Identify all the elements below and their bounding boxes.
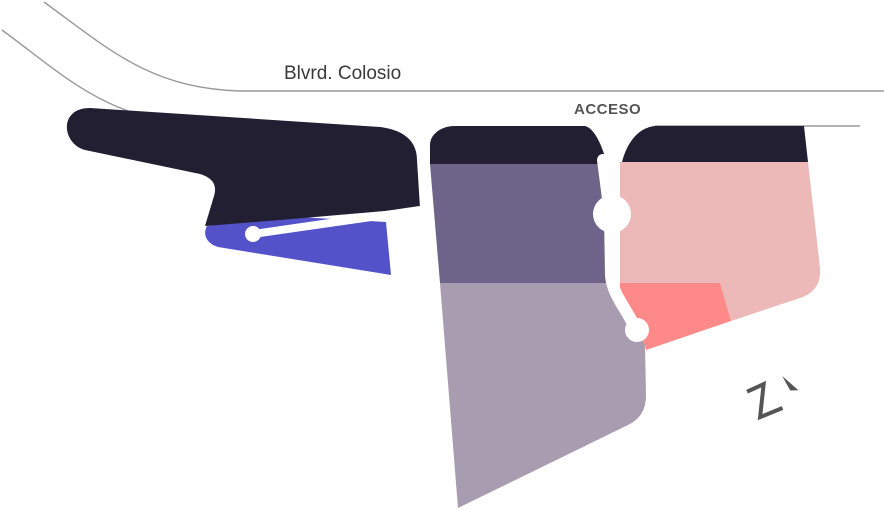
walkway-center-node-bottom[interactable] — [625, 318, 649, 342]
zone-light-purple[interactable] — [440, 283, 646, 508]
north-arrow-icon — [746, 376, 799, 421]
zone-purple[interactable] — [430, 164, 606, 283]
walkway-left — [249, 206, 424, 238]
zone-pink[interactable] — [620, 162, 821, 321]
zone-dark-left[interactable] — [66, 108, 420, 226]
access-label: ACCESO — [574, 101, 641, 118]
zone-dark-middle[interactable] — [430, 126, 606, 164]
road-line-upper — [43, 1, 884, 92]
walkway-center-node-top[interactable] — [593, 195, 631, 233]
zone-dark-right[interactable] — [622, 126, 808, 162]
walkway-left-node[interactable] — [245, 226, 261, 242]
road-name-label: Blvrd. Colosio — [284, 63, 401, 84]
